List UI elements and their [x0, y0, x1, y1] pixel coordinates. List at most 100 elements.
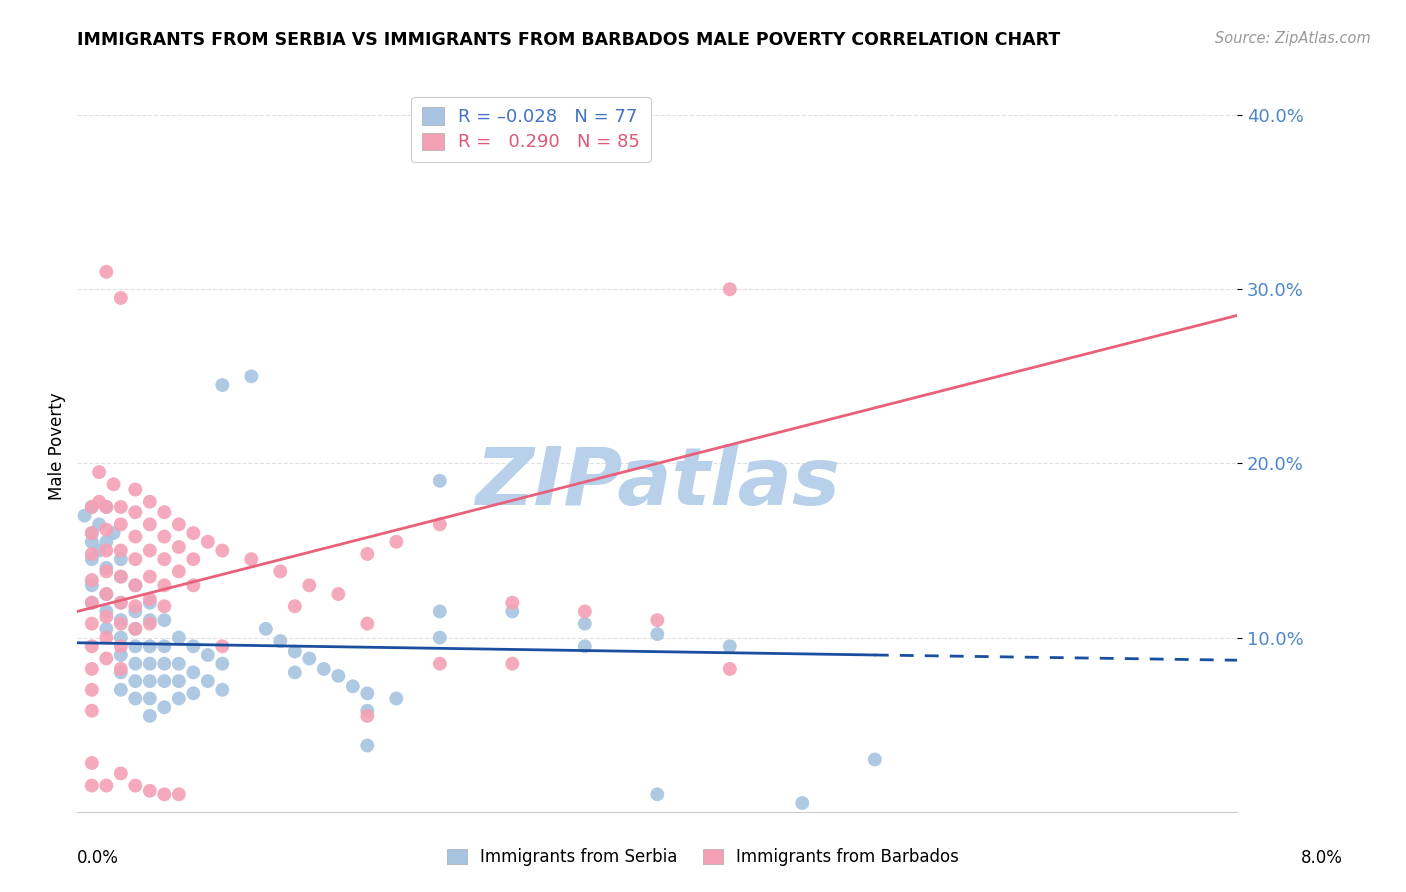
- Point: [167, 517, 190, 532]
- Point: [87, 465, 110, 479]
- Point: [211, 640, 233, 654]
- Point: [110, 552, 132, 566]
- Point: [87, 517, 110, 532]
- Point: [87, 494, 110, 508]
- Point: [574, 616, 596, 631]
- Point: [139, 569, 162, 583]
- Point: [501, 596, 523, 610]
- Point: [139, 691, 162, 706]
- Point: [110, 569, 132, 583]
- Point: [429, 657, 451, 671]
- Legend: Immigrants from Serbia, Immigrants from Barbados: Immigrants from Serbia, Immigrants from …: [439, 840, 967, 875]
- Point: [110, 543, 132, 558]
- Point: [110, 640, 132, 654]
- Point: [153, 640, 176, 654]
- Point: [96, 543, 118, 558]
- Point: [863, 752, 886, 766]
- Point: [356, 704, 378, 718]
- Point: [110, 596, 132, 610]
- Point: [124, 622, 146, 636]
- Point: [183, 665, 205, 680]
- Point: [356, 739, 378, 753]
- Point: [110, 569, 132, 583]
- Point: [153, 530, 176, 544]
- Point: [298, 578, 321, 592]
- Point: [197, 534, 219, 549]
- Point: [80, 640, 103, 654]
- Point: [298, 651, 321, 665]
- Point: [110, 665, 132, 680]
- Point: [80, 500, 103, 514]
- Text: Source: ZipAtlas.com: Source: ZipAtlas.com: [1215, 31, 1371, 46]
- Point: [139, 494, 162, 508]
- Point: [356, 547, 378, 561]
- Point: [647, 787, 669, 801]
- Point: [183, 578, 205, 592]
- Point: [103, 526, 125, 541]
- Point: [501, 604, 523, 618]
- Point: [240, 369, 263, 384]
- Point: [80, 596, 103, 610]
- Point: [80, 779, 103, 793]
- Point: [429, 517, 451, 532]
- Point: [153, 613, 176, 627]
- Point: [96, 651, 118, 665]
- Point: [110, 631, 132, 645]
- Point: [80, 682, 103, 697]
- Point: [124, 779, 146, 793]
- Text: IMMIGRANTS FROM SERBIA VS IMMIGRANTS FROM BARBADOS MALE POVERTY CORRELATION CHAR: IMMIGRANTS FROM SERBIA VS IMMIGRANTS FRO…: [77, 31, 1060, 49]
- Point: [96, 779, 118, 793]
- Point: [110, 500, 132, 514]
- Point: [124, 691, 146, 706]
- Point: [153, 700, 176, 714]
- Point: [80, 756, 103, 770]
- Point: [96, 500, 118, 514]
- Point: [96, 587, 118, 601]
- Point: [124, 674, 146, 689]
- Point: [96, 565, 118, 579]
- Point: [197, 648, 219, 662]
- Point: [647, 613, 669, 627]
- Point: [153, 599, 176, 614]
- Point: [124, 622, 146, 636]
- Point: [80, 526, 103, 541]
- Point: [80, 500, 103, 514]
- Point: [96, 523, 118, 537]
- Point: [342, 679, 364, 693]
- Point: [385, 691, 408, 706]
- Point: [328, 669, 350, 683]
- Point: [110, 616, 132, 631]
- Point: [96, 561, 118, 575]
- Point: [110, 766, 132, 780]
- Point: [254, 622, 277, 636]
- Point: [269, 634, 291, 648]
- Point: [124, 530, 146, 544]
- Point: [153, 505, 176, 519]
- Point: [96, 631, 118, 645]
- Point: [139, 596, 162, 610]
- Point: [110, 648, 132, 662]
- Point: [183, 526, 205, 541]
- Point: [96, 609, 118, 624]
- Point: [429, 474, 451, 488]
- Point: [80, 526, 103, 541]
- Point: [110, 613, 132, 627]
- Point: [139, 674, 162, 689]
- Point: [87, 543, 110, 558]
- Point: [124, 604, 146, 618]
- Point: [356, 709, 378, 723]
- Point: [96, 622, 118, 636]
- Point: [269, 565, 291, 579]
- Point: [139, 657, 162, 671]
- Point: [124, 657, 146, 671]
- Y-axis label: Male Poverty: Male Poverty: [48, 392, 66, 500]
- Text: 8.0%: 8.0%: [1301, 849, 1343, 867]
- Point: [139, 709, 162, 723]
- Point: [96, 265, 118, 279]
- Point: [167, 787, 190, 801]
- Point: [647, 627, 669, 641]
- Point: [124, 578, 146, 592]
- Point: [385, 534, 408, 549]
- Point: [183, 640, 205, 654]
- Point: [167, 691, 190, 706]
